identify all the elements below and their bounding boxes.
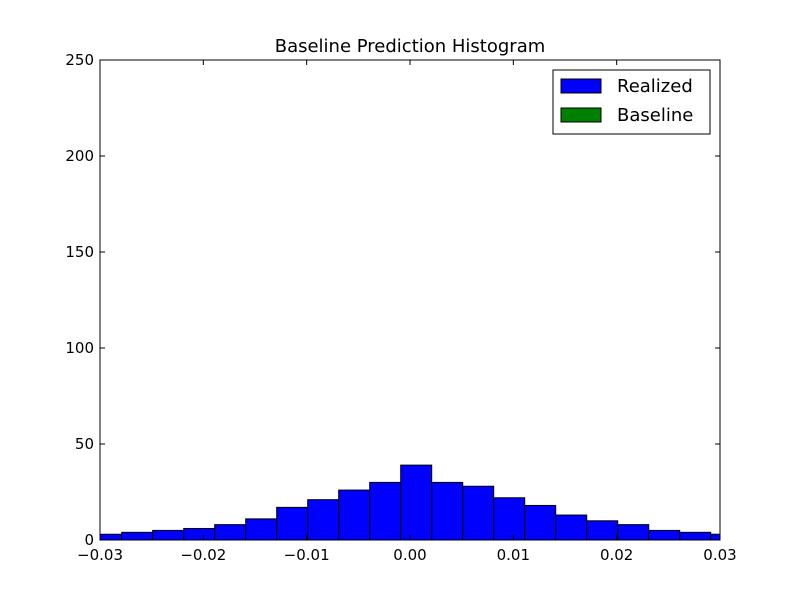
histogram-bar	[183, 527, 216, 541]
histogram-bar	[679, 531, 712, 541]
x-tick-label: 0.01	[497, 546, 530, 564]
histogram-bar	[400, 464, 433, 541]
histogram-bar	[338, 489, 371, 541]
histogram-bar	[462, 485, 495, 541]
x-tick-label: −0.01	[284, 546, 330, 564]
histogram-bar	[245, 518, 278, 541]
histogram-bar	[152, 529, 185, 541]
ticks-layer: −0.03 −0.02 −0.01 0.00 0.01 0.02 0.03 0 50 100 150…	[65, 51, 736, 564]
legend-swatch	[560, 107, 602, 123]
y-tick-label: 250	[65, 51, 94, 69]
histogram-bar	[431, 481, 464, 541]
bars-layer	[99, 464, 721, 541]
x-tick-label: −0.02	[180, 546, 226, 564]
x-tick-label: 0.02	[600, 546, 633, 564]
y-tick-label: 150	[65, 243, 94, 261]
y-tick-label: 0	[84, 531, 94, 549]
histogram-bar	[99, 533, 123, 541]
histogram-bar	[648, 529, 681, 541]
histogram-bar	[617, 524, 650, 541]
y-tick-label: 100	[65, 339, 94, 357]
x-tick-label: 0.00	[393, 546, 426, 564]
histogram-bar	[586, 520, 619, 541]
x-tick-label: −0.03	[77, 546, 123, 564]
legend-label: Baseline	[617, 105, 693, 126]
histogram-bar	[369, 481, 402, 541]
y-tick-label: 50	[75, 435, 94, 453]
legend: Realized Baseline	[552, 69, 711, 135]
histogram-bar	[121, 531, 154, 541]
histogram-bar	[493, 497, 526, 541]
y-tick-label: 200	[65, 147, 94, 165]
x-tick-label: 0.03	[703, 546, 736, 564]
histogram-bar	[276, 506, 309, 541]
histogram-bar	[555, 514, 588, 541]
histogram-bar	[524, 504, 557, 541]
legend-label: Realized	[617, 76, 693, 97]
histogram-bar	[214, 524, 247, 541]
histogram-bar	[307, 499, 340, 541]
chart-title: Baseline Prediction Histogram	[275, 36, 546, 57]
histogram-bar	[710, 533, 721, 541]
legend-swatch	[560, 78, 602, 94]
